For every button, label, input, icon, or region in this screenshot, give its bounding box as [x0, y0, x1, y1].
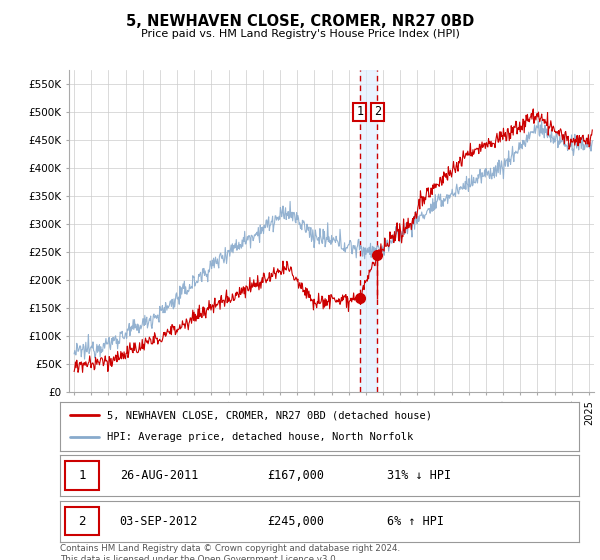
Text: 2: 2: [79, 515, 86, 528]
Text: 03-SEP-2012: 03-SEP-2012: [119, 515, 198, 528]
FancyBboxPatch shape: [65, 507, 99, 535]
Text: HPI: Average price, detached house, North Norfolk: HPI: Average price, detached house, Nort…: [107, 432, 413, 442]
Text: 1: 1: [356, 105, 364, 119]
Text: 31% ↓ HPI: 31% ↓ HPI: [387, 469, 451, 482]
Text: 6% ↑ HPI: 6% ↑ HPI: [387, 515, 444, 528]
Text: Contains HM Land Registry data © Crown copyright and database right 2024.
This d: Contains HM Land Registry data © Crown c…: [60, 544, 400, 560]
Text: 2: 2: [374, 105, 381, 119]
Bar: [360, 70, 377, 392]
Text: Price paid vs. HM Land Registry's House Price Index (HPI): Price paid vs. HM Land Registry's House …: [140, 29, 460, 39]
Text: 5, NEWHAVEN CLOSE, CROMER, NR27 0BD: 5, NEWHAVEN CLOSE, CROMER, NR27 0BD: [126, 14, 474, 29]
Text: £245,000: £245,000: [268, 515, 325, 528]
Text: £167,000: £167,000: [268, 469, 325, 482]
Text: 26-AUG-2011: 26-AUG-2011: [119, 469, 198, 482]
Text: 1: 1: [79, 469, 86, 482]
FancyBboxPatch shape: [65, 461, 99, 490]
Text: 5, NEWHAVEN CLOSE, CROMER, NR27 0BD (detached house): 5, NEWHAVEN CLOSE, CROMER, NR27 0BD (det…: [107, 410, 432, 421]
